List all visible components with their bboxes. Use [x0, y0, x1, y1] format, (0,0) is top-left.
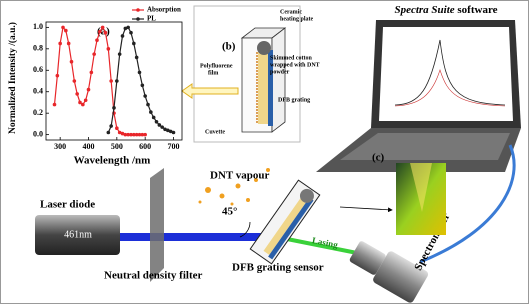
label: Ceramic: [280, 9, 302, 15]
point: [73, 79, 77, 83]
label: heating plate: [280, 16, 314, 22]
legend-marker: [136, 8, 140, 12]
point: [138, 71, 142, 75]
point: [92, 52, 96, 56]
y-axis-label: Normalized Intensity /(a.u.): [7, 22, 18, 134]
x-tick-label: 300: [54, 142, 66, 151]
label: wrapped with DNT: [270, 62, 320, 68]
label: Polyfluorene: [200, 63, 233, 69]
point: [81, 103, 85, 107]
software-rest: software: [455, 4, 498, 16]
vapour-label: DNT vapour: [210, 170, 270, 182]
x-tick-label: 600: [139, 142, 151, 151]
panel-label: (c): [372, 152, 385, 164]
point: [115, 79, 119, 83]
label: Skimmed cotton: [270, 55, 312, 61]
panel-b: (b) Ceramic heating plate Skimmed cotton…: [182, 6, 320, 142]
angle-label: 45°: [222, 206, 237, 218]
x-tick-label: 700: [168, 142, 180, 151]
point: [172, 131, 176, 135]
y-tick-label: 0.0: [33, 129, 43, 138]
point: [75, 92, 79, 96]
point: [135, 56, 139, 60]
point: [104, 31, 108, 35]
y-tick-label: 0.8: [33, 44, 43, 53]
point: [112, 106, 116, 110]
point: [67, 42, 71, 46]
point: [155, 120, 159, 124]
point: [160, 125, 164, 129]
plot-frame: [46, 22, 182, 140]
chart-a: (a) Wavelength /nm Normalized Intensity …: [7, 6, 182, 167]
x-axis-label: Wavelength /nm: [74, 155, 151, 167]
point: [149, 110, 153, 114]
software-name: Spectra Suite: [394, 4, 454, 16]
point: [87, 88, 91, 92]
label: DFB grating: [278, 97, 310, 103]
point: [146, 103, 150, 107]
y-tick-label: 0.6: [33, 65, 43, 74]
point: [56, 74, 60, 78]
point: [58, 42, 62, 46]
point: [84, 99, 88, 103]
legend-label: PL: [147, 15, 156, 23]
legend-marker: [136, 17, 140, 21]
point: [53, 103, 57, 107]
point: [141, 83, 145, 87]
arrow: [340, 207, 392, 210]
x-tick-label: 500: [111, 142, 123, 151]
screen: [379, 27, 513, 121]
point: [98, 30, 102, 34]
sensor-label: DFB grating sensor: [232, 262, 324, 274]
setup: 461nm Laser diode Neutral density filter…: [35, 152, 453, 304]
label: Cuvette: [205, 129, 225, 135]
y-tick-label: 0.4: [33, 87, 43, 96]
laser-wavelength: 461nm: [64, 229, 92, 240]
legend-label: Absorption: [147, 6, 181, 14]
filter-label: Neutral density filter: [104, 270, 202, 282]
label: powder: [270, 69, 290, 75]
y-tick-label: 0.2: [33, 108, 43, 117]
point: [64, 29, 68, 33]
cuvette-side: [272, 28, 285, 132]
point: [90, 71, 94, 75]
panel-label: (b): [222, 41, 236, 53]
cotton: [258, 52, 268, 124]
point: [126, 26, 130, 30]
point: [107, 47, 111, 51]
point: [143, 133, 147, 137]
y-tick-label: 1.0: [33, 22, 43, 31]
point: [129, 31, 133, 35]
point: [109, 79, 113, 83]
software-title: Spectra Suite software: [394, 4, 497, 16]
point: [158, 123, 162, 127]
heating-plate: [257, 41, 271, 55]
point: [121, 34, 125, 38]
point: [143, 94, 147, 98]
point: [95, 38, 99, 42]
point: [61, 26, 65, 30]
point: [115, 126, 119, 130]
point: [109, 124, 113, 128]
sensor: [250, 180, 319, 264]
x-tick-label: 400: [83, 142, 95, 151]
label: film: [208, 70, 218, 76]
point: [101, 26, 105, 30]
point: [132, 42, 136, 46]
nd-filter: [150, 168, 164, 282]
point: [78, 101, 82, 105]
figure: (b) Ceramic heating plate Skimmed cotton…: [0, 0, 529, 304]
point: [152, 116, 156, 120]
point: [107, 131, 111, 135]
point: [118, 52, 122, 56]
point: [70, 60, 74, 64]
laser-label: Laser diode: [40, 199, 95, 211]
